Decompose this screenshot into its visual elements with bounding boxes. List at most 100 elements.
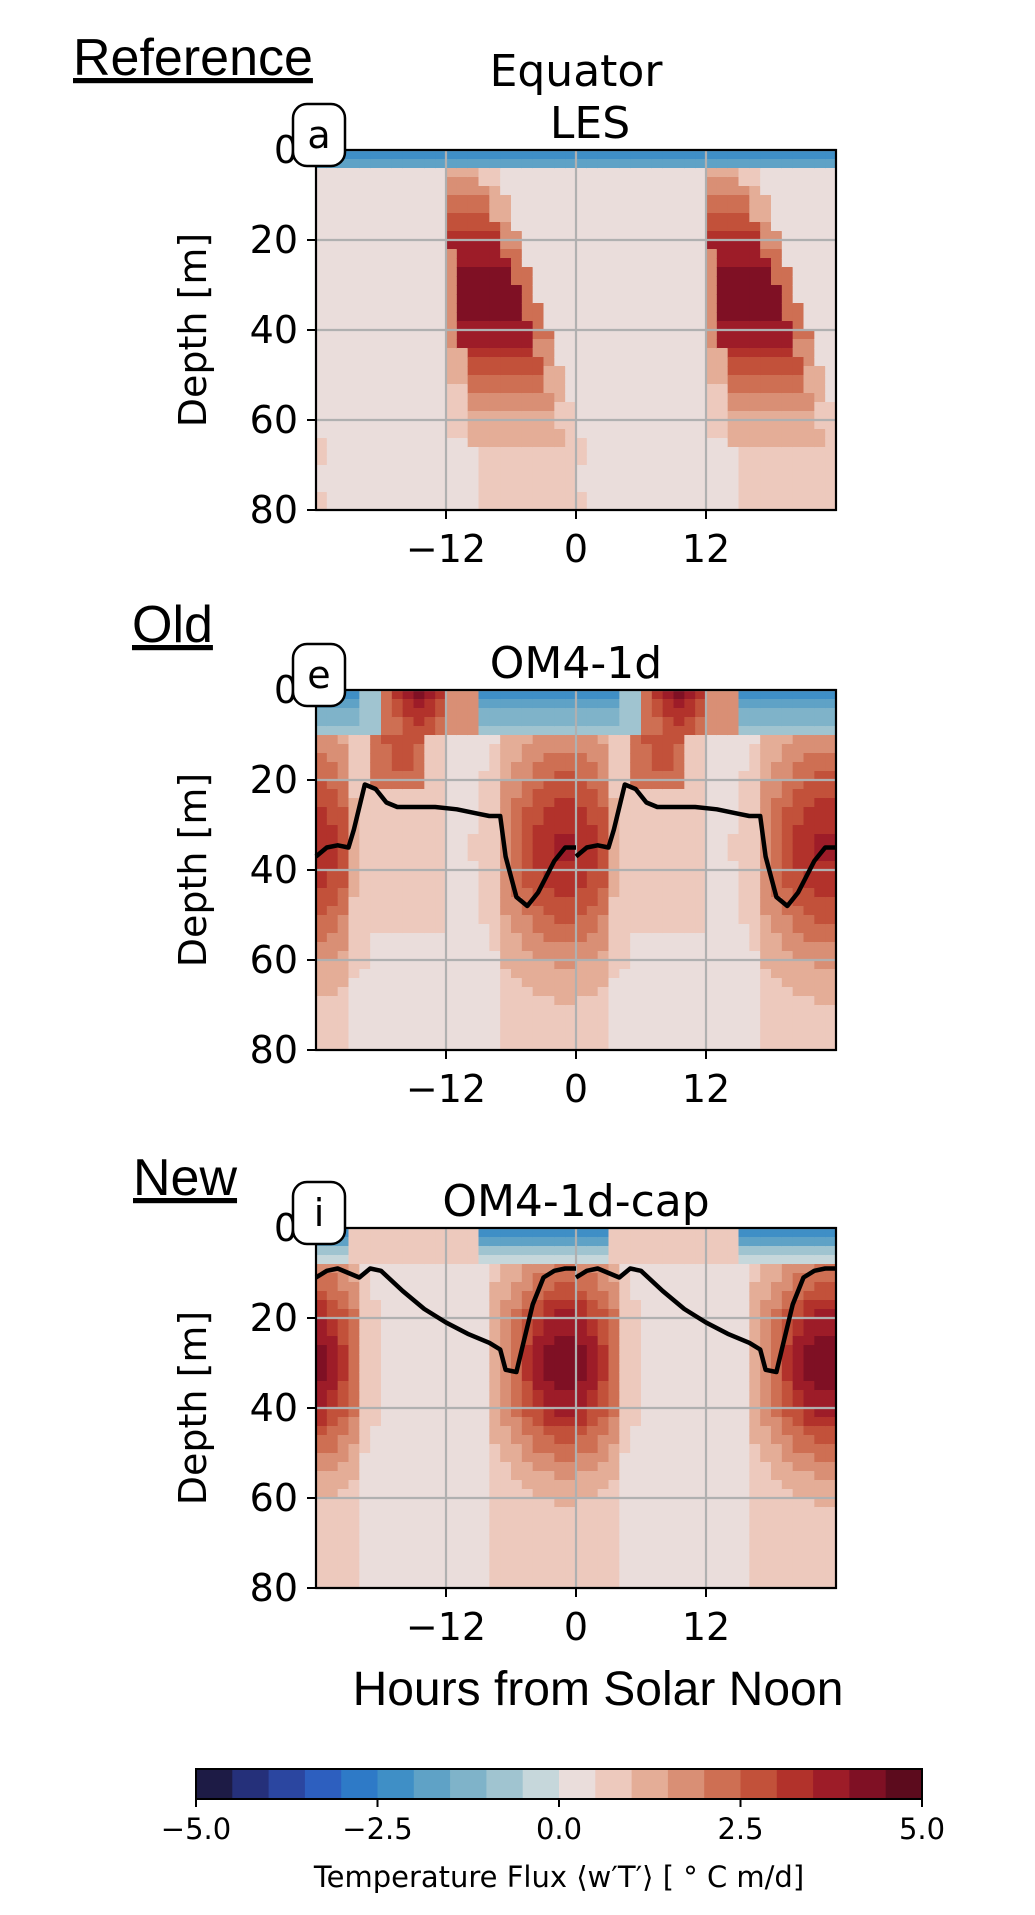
heatmap-cell — [521, 285, 534, 295]
heatmap-cell — [326, 1032, 339, 1042]
heatmap-cell — [413, 771, 425, 781]
heatmap-cell — [467, 1264, 480, 1274]
heatmap-cell — [413, 1023, 425, 1033]
heatmap-cell — [641, 843, 653, 853]
heatmap-cell — [554, 735, 566, 745]
heatmap-cell — [695, 402, 707, 412]
heatmap-cell — [619, 834, 631, 844]
heatmap-cell — [402, 834, 415, 844]
heatmap-cell — [478, 429, 490, 439]
heatmap-cell — [662, 978, 675, 988]
heatmap-cell — [771, 240, 783, 250]
heatmap-cell — [673, 996, 685, 1006]
heatmap-cell — [326, 231, 339, 241]
heatmap-cell — [446, 465, 458, 475]
heatmap-cell — [543, 924, 555, 934]
heatmap-cell — [413, 1399, 425, 1409]
heatmap-cell — [684, 393, 696, 403]
heatmap-cell — [619, 690, 631, 700]
heatmap-cell — [543, 159, 555, 169]
heatmap-cell — [814, 969, 826, 979]
heatmap-cell — [576, 474, 588, 484]
heatmap-cell — [337, 231, 350, 241]
heatmap-cell — [586, 159, 599, 169]
heatmap-cell — [435, 843, 447, 853]
heatmap-cell — [532, 1390, 545, 1400]
heatmap-cell — [651, 852, 664, 862]
heatmap-cell — [511, 771, 523, 781]
heatmap-cell — [424, 1417, 436, 1427]
heatmap-cell — [511, 231, 523, 241]
heatmap-cell — [586, 942, 599, 952]
heatmap-cell — [316, 969, 328, 979]
heatmap-cell — [359, 1363, 371, 1373]
heatmap-cell — [706, 987, 718, 997]
heatmap-cell — [760, 942, 772, 952]
heatmap-cell — [316, 1453, 328, 1463]
heatmap-cell — [446, 1579, 458, 1589]
heatmap-cell — [456, 1354, 469, 1364]
heatmap-cell — [554, 969, 566, 979]
heatmap-cell — [337, 249, 350, 259]
heatmap-cell — [695, 213, 707, 223]
heatmap-cell — [424, 375, 436, 385]
heatmap-cell — [543, 393, 555, 403]
heatmap-cell — [413, 213, 425, 223]
heatmap-cell — [727, 924, 740, 934]
heatmap-cell — [641, 366, 653, 376]
heatmap-cell — [446, 159, 458, 169]
heatmap-cell — [532, 807, 545, 817]
heatmap-cell — [521, 717, 534, 727]
heatmap-cell — [326, 1381, 339, 1391]
heatmap-cell — [673, 285, 685, 295]
heatmap-cell — [500, 159, 512, 169]
heatmap-cell — [792, 150, 805, 160]
heatmap-cell — [630, 906, 642, 916]
heatmap-cell — [521, 1273, 534, 1283]
heatmap-cell — [511, 1480, 523, 1490]
heatmap-cell — [348, 1282, 360, 1292]
heatmap-cell — [370, 879, 382, 889]
heatmap-cell — [662, 186, 675, 196]
heatmap-cell — [825, 978, 837, 988]
heatmap-cell — [738, 1014, 750, 1024]
heatmap-cell — [554, 780, 566, 790]
heatmap-cell — [456, 1300, 469, 1310]
heatmap-cell — [456, 1228, 469, 1238]
heatmap-cell — [489, 960, 501, 970]
heatmap-cell — [500, 483, 512, 493]
heatmap-cell — [532, 411, 545, 421]
heatmap-cell — [521, 726, 534, 736]
heatmap-cell — [370, 735, 382, 745]
heatmap-cell — [684, 339, 696, 349]
heatmap-cell — [814, 177, 826, 187]
heatmap-cell — [521, 195, 534, 205]
heatmap-cell — [586, 1372, 599, 1382]
heatmap-cell — [532, 699, 545, 709]
heatmap-cell — [511, 825, 523, 835]
heatmap-cell — [597, 1309, 610, 1319]
heatmap-cell — [489, 159, 501, 169]
heatmap-cell — [435, 1480, 447, 1490]
heatmap-cell — [662, 960, 675, 970]
heatmap-cell — [565, 1032, 577, 1042]
heatmap-cell — [381, 357, 393, 367]
heatmap-cell — [738, 753, 750, 763]
heatmap-cell — [391, 438, 404, 448]
heatmap-cell — [727, 690, 740, 700]
heatmap-cell — [511, 1381, 523, 1391]
heatmap-cell — [608, 303, 620, 313]
heatmap-cell — [738, 465, 750, 475]
heatmap-cell — [608, 483, 620, 493]
heatmap-cell — [576, 1453, 588, 1463]
heatmap-cell — [391, 1354, 404, 1364]
heatmap-cell — [695, 258, 707, 268]
heatmap-cell — [391, 1435, 404, 1445]
heatmap-cell — [337, 735, 350, 745]
heatmap-cell — [651, 420, 664, 430]
heatmap-cell — [521, 1462, 534, 1472]
heatmap-cell — [554, 168, 566, 178]
heatmap-cell — [359, 474, 371, 484]
heatmap-cell — [597, 915, 610, 925]
heatmap-cell — [716, 933, 729, 943]
